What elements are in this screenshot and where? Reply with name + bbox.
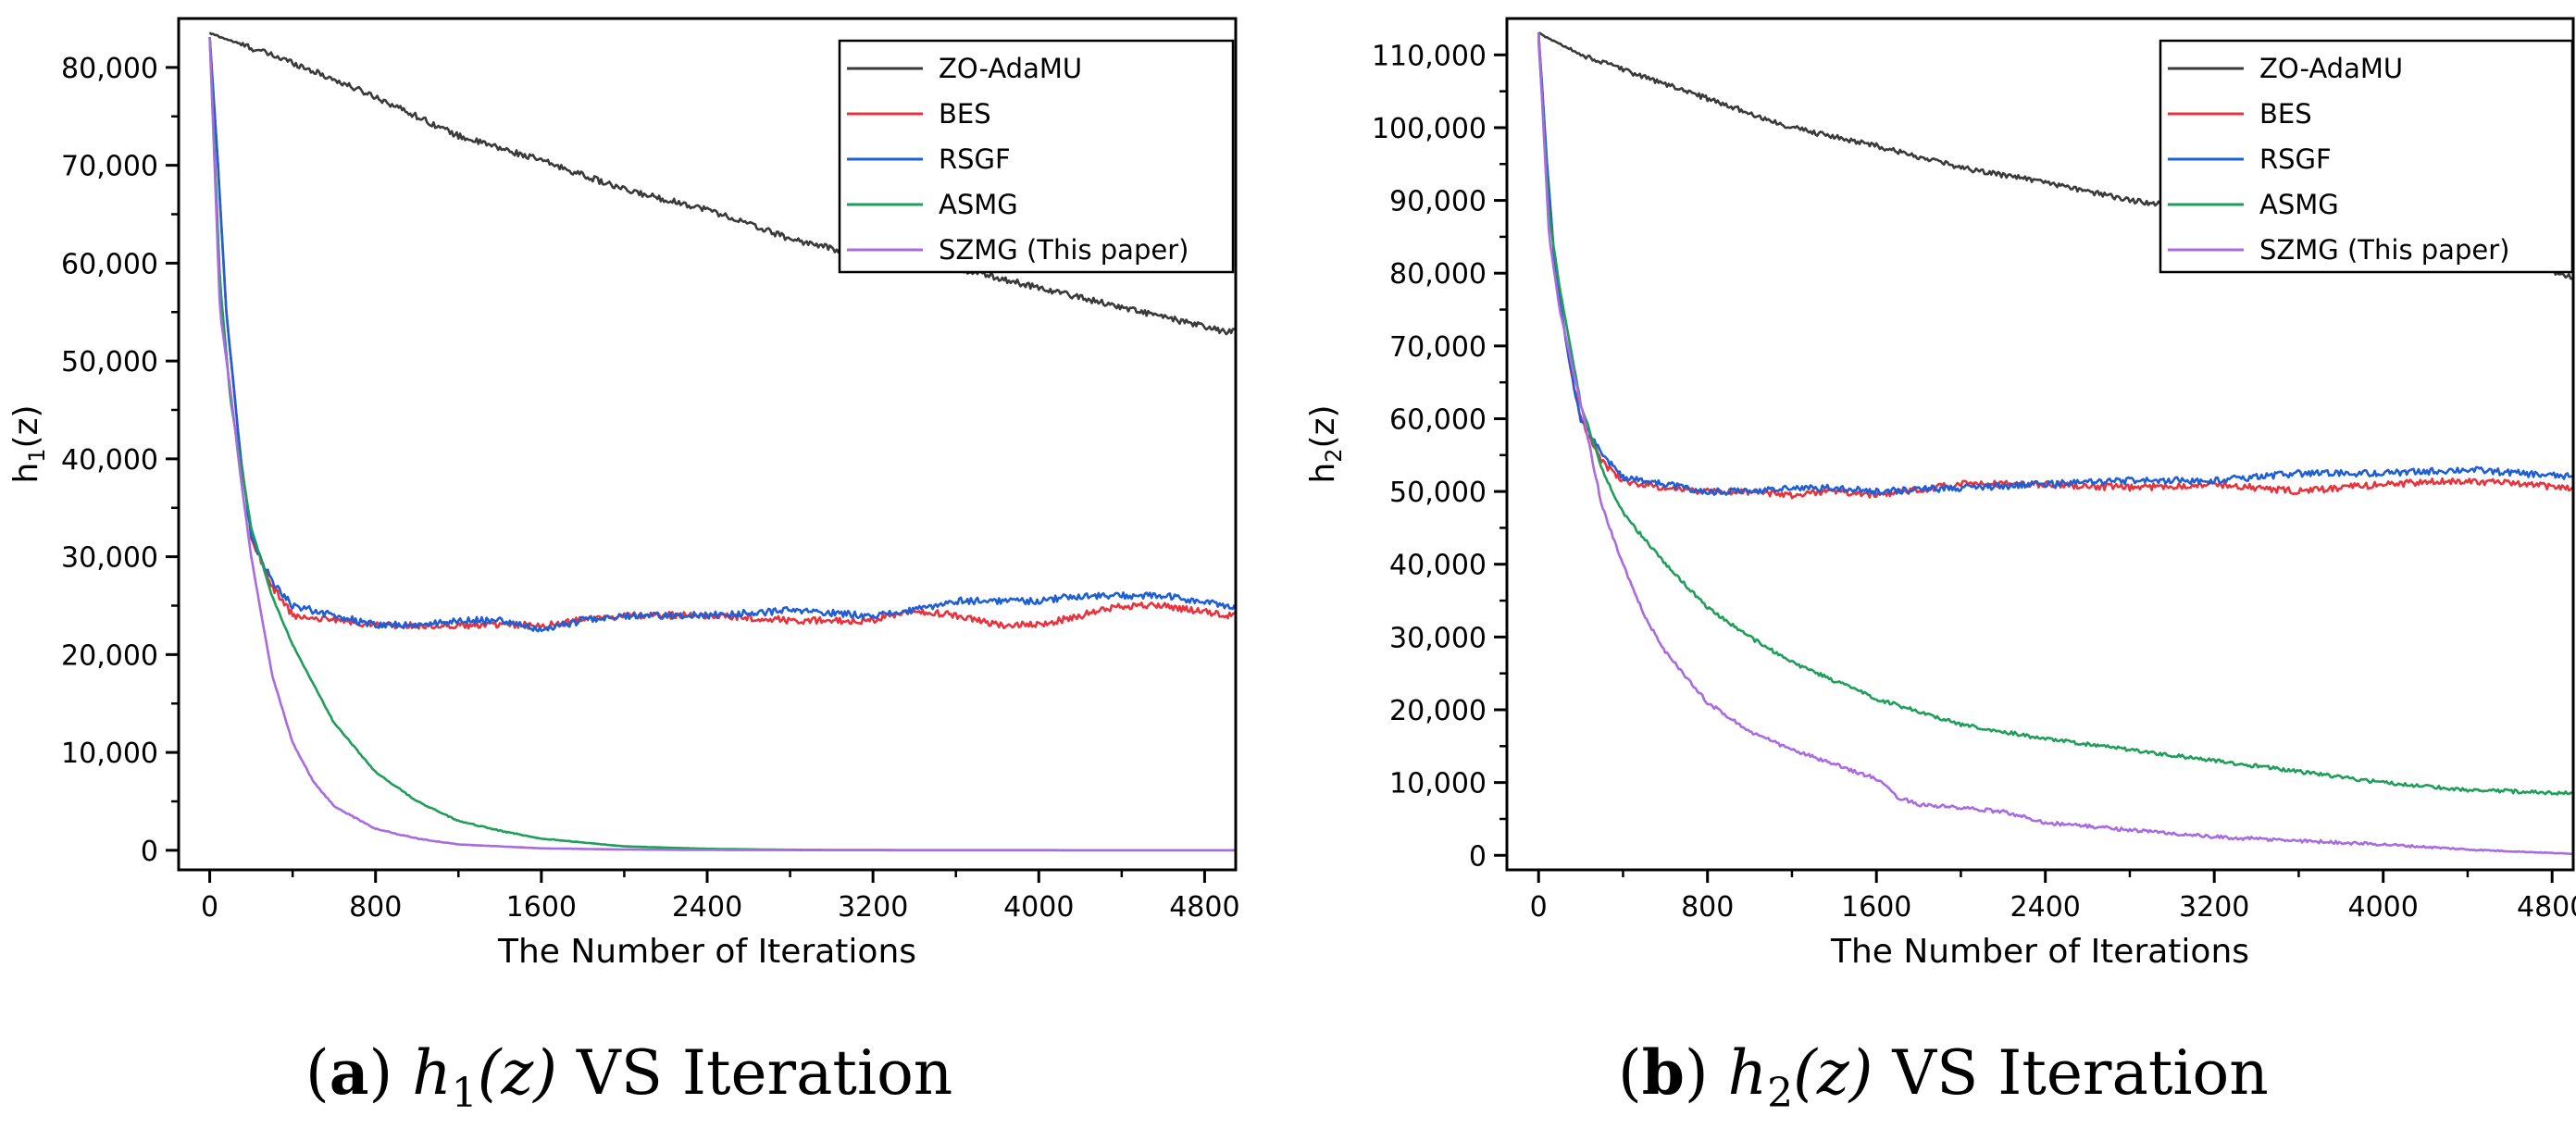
caption-a-letter: a bbox=[329, 1036, 369, 1109]
chart-b-legend-label-bes: BES bbox=[2259, 98, 2312, 130]
chart-b-xtick-label: 4000 bbox=[2348, 891, 2419, 924]
chart-b-ytick-label: 110,000 bbox=[1372, 40, 1487, 72]
chart-a-ytick-label: 60,000 bbox=[61, 248, 158, 280]
chart-b-xtick-label: 800 bbox=[1681, 891, 1734, 924]
chart-a-xtick-label: 4000 bbox=[1003, 891, 1074, 924]
chart-b-series-asmg bbox=[1537, 40, 2573, 796]
caption-b: (b) h2(z) VS Iteration bbox=[1618, 1036, 2269, 1118]
chart-b-x-axis-title: The Number of Iterations bbox=[1830, 933, 2249, 971]
chart-a-y-axis-title: h1(z) bbox=[7, 404, 50, 483]
chart-a-ytick-label: 80,000 bbox=[61, 53, 158, 85]
caption-a-rest: VS Iteration bbox=[557, 1037, 953, 1109]
chart-b-ytick-label: 40,000 bbox=[1389, 550, 1487, 582]
chart-b-legend-label-zo-adamu: ZO-AdaMU bbox=[2259, 53, 2403, 84]
caption-a-sub: 1 bbox=[451, 1070, 478, 1118]
chart-b-ytick-label: 100,000 bbox=[1372, 113, 1487, 145]
chart-b-y-axis-title: h2(z) bbox=[1304, 404, 1347, 483]
chart-b-legend-label-rsgf: RSGF bbox=[2259, 143, 2332, 175]
chart-b-xtick-label: 2400 bbox=[2010, 891, 2081, 924]
chart-a-y-axis-title-main: h bbox=[7, 463, 45, 484]
chart-b-xtick-label: 4800 bbox=[2517, 891, 2576, 924]
chart-a-legend-label-szmg-this-paper: SZMG (This paper) bbox=[939, 234, 1188, 266]
chart-b-xtick-label: 3200 bbox=[2179, 891, 2249, 924]
chart-a-ytick-label: 40,000 bbox=[61, 444, 158, 477]
chart-a-legend-label-asmg: ASMG bbox=[939, 189, 1018, 220]
chart-b-ytick-label: 30,000 bbox=[1389, 622, 1487, 654]
chart-b-xtick-label: 0 bbox=[1530, 891, 1548, 924]
chart-a-ytick-label: 50,000 bbox=[61, 346, 158, 378]
chart-a-legend: ZO-AdaMU BES RSGF ASMG SZMG (This paper) bbox=[838, 39, 1235, 274]
chart-b-ytick-label: 70,000 bbox=[1389, 331, 1487, 364]
chart-b-xtick-label: 1600 bbox=[1841, 891, 1911, 924]
chart-a-y-axis-title-suffix: (z) bbox=[7, 404, 45, 448]
chart-b-y-axis-title-suffix: (z) bbox=[1304, 404, 1342, 448]
chart-a-xtick-label: 2400 bbox=[672, 891, 742, 924]
chart-a-series-rsgf bbox=[208, 37, 1236, 633]
chart-a-xtick-label: 1600 bbox=[506, 891, 577, 924]
caption-a-func: h bbox=[412, 1037, 452, 1109]
caption-b-func: h bbox=[1727, 1037, 1768, 1109]
chart-a-xtick-label: 4800 bbox=[1169, 891, 1239, 924]
caption-a: (a) h1(z) VS Iteration bbox=[305, 1036, 953, 1118]
chart-a-series-zo-adamu bbox=[208, 31, 1235, 336]
chart-a-xtick-label: 800 bbox=[349, 891, 402, 924]
chart-b-ytick-label: 90,000 bbox=[1389, 186, 1487, 218]
chart-a-xtick-label: 3200 bbox=[838, 891, 908, 924]
chart-a-xtick-label: 0 bbox=[201, 891, 218, 924]
chart-b-legend-label-szmg-this-paper: SZMG (This paper) bbox=[2259, 234, 2509, 266]
chart-a-svg: 0 800 1600 2400 3200 4000 4800 0 10,000 20,000 30,… bbox=[7, 17, 1240, 971]
chart-b-legend-label-asmg: ASMG bbox=[2259, 189, 2339, 220]
chart-b-ytick-label: 50,000 bbox=[1389, 477, 1487, 509]
caption-b-sub: 2 bbox=[1767, 1070, 1794, 1118]
chart-a-legend-box bbox=[838, 39, 1235, 274]
chart-a-series-szmg-this-paper bbox=[208, 37, 1235, 852]
chart-a-legend-label-rsgf: RSGF bbox=[939, 143, 1011, 175]
chart-b: 0 800 1600 2400 3200 4000 4800 0 10,000 20,000 30,… bbox=[1288, 0, 2576, 1018]
chart-b-y-axis-title-main: h bbox=[1304, 463, 1342, 484]
chart-b-ytick-label: 0 bbox=[1469, 840, 1487, 873]
chart-b-legend-box bbox=[2159, 39, 2574, 274]
chart-a: 0 800 1600 2400 3200 4000 4800 0 10,000 20,000 30,… bbox=[0, 0, 1288, 1018]
chart-a-legend-label-bes: BES bbox=[939, 98, 991, 130]
chart-b-ytick-label: 10,000 bbox=[1389, 768, 1487, 800]
chart-a-ytick-label: 10,000 bbox=[61, 738, 158, 770]
caption-a-arg: (z) bbox=[477, 1037, 558, 1109]
chart-b-series-szmg-this-paper bbox=[1537, 32, 2573, 856]
chart-b-series-rsgf bbox=[1537, 32, 2573, 496]
caption-b-arg: (z) bbox=[1793, 1037, 1873, 1109]
chart-a-legend-label-zo-adamu: ZO-AdaMU bbox=[939, 53, 1082, 84]
chart-a-ytick-label: 0 bbox=[141, 836, 158, 868]
chart-b-legend: ZO-AdaMU BES RSGF ASMG SZMG (This paper) bbox=[2159, 39, 2574, 274]
chart-b-ytick-label: 20,000 bbox=[1389, 695, 1487, 727]
chart-a-ytick-label: 20,000 bbox=[61, 639, 158, 672]
chart-a-plot-area bbox=[208, 31, 1236, 852]
chart-b-ytick-label: 80,000 bbox=[1389, 258, 1487, 291]
caption-b-letter: b bbox=[1641, 1036, 1685, 1109]
chart-a-y-axis-title-sub: 1 bbox=[24, 448, 50, 462]
chart-a-x-axis-title: The Number of Iterations bbox=[497, 933, 916, 971]
chart-b-svg: 0 800 1600 2400 3200 4000 4800 0 10,000 20,000 30,… bbox=[1304, 17, 2576, 971]
chart-a-ytick-label: 70,000 bbox=[61, 151, 158, 183]
caption-b-rest: VS Iteration bbox=[1873, 1037, 2269, 1109]
chart-b-ytick-label: 60,000 bbox=[1389, 403, 1487, 436]
chart-a-ytick-label: 30,000 bbox=[61, 542, 158, 575]
chart-b-y-axis-title-sub: 2 bbox=[1321, 448, 1347, 462]
chart-b-frame bbox=[1505, 17, 2575, 872]
